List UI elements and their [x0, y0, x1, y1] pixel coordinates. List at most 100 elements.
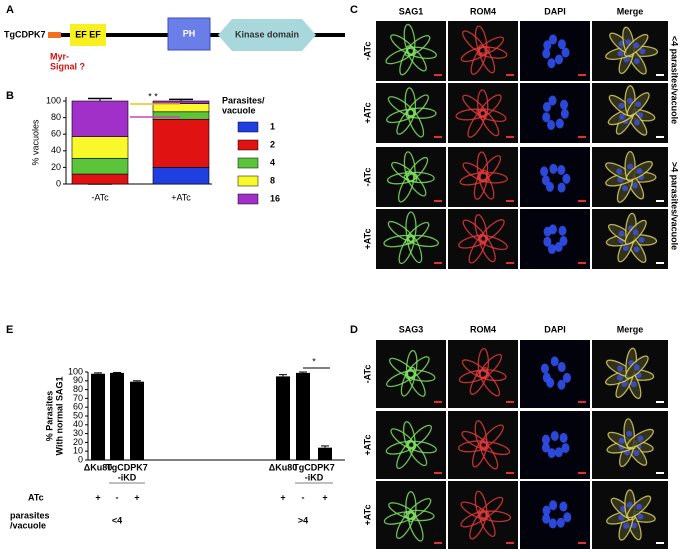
bar	[276, 376, 290, 460]
nucleus	[554, 241, 563, 252]
atc-sign: -	[116, 492, 119, 502]
atc-sign: +	[95, 492, 100, 502]
bar-segment	[152, 111, 210, 120]
error-bar	[279, 374, 287, 377]
error-bar	[94, 372, 102, 374]
y-tick-label: 100	[46, 95, 61, 105]
y-tick-label: 60	[73, 402, 83, 412]
nucleus	[550, 356, 559, 367]
nucleus	[541, 434, 550, 445]
legend-label: 4	[270, 157, 275, 167]
parasite	[478, 496, 504, 520]
nucleus	[618, 230, 625, 237]
nucleus	[543, 236, 552, 247]
column-header: DAPI	[544, 324, 566, 334]
parasite	[478, 44, 496, 74]
y-tick-label: 40	[73, 419, 83, 429]
y-tick-label: 80	[73, 384, 83, 394]
row-label: -ATc	[362, 168, 372, 187]
nucleus	[540, 363, 549, 374]
kinase-domain	[218, 19, 316, 51]
atc-sign: +	[134, 492, 139, 502]
nucleus	[554, 54, 563, 65]
parasite	[396, 107, 416, 135]
parasite	[403, 171, 435, 184]
micrograph	[448, 481, 518, 549]
legend-swatch	[237, 139, 259, 151]
scale-bar	[506, 136, 514, 138]
parasite	[476, 36, 505, 56]
parasite	[383, 511, 415, 525]
nucleus	[562, 372, 571, 383]
nucleus	[543, 40, 552, 51]
nucleus	[541, 175, 550, 186]
scale-bar	[578, 200, 586, 202]
parasite	[475, 369, 507, 382]
panel-label: D	[350, 324, 358, 336]
nucleus	[547, 58, 556, 69]
nucleus	[556, 517, 565, 528]
y-tick-label: 30	[73, 428, 83, 438]
nucleus	[639, 48, 646, 55]
y-tick-label: 0	[78, 454, 83, 464]
nucleus	[630, 381, 637, 388]
parasite	[477, 89, 489, 121]
parasite	[458, 369, 490, 384]
nucleus	[542, 505, 551, 516]
bar-segment	[71, 100, 129, 137]
parasite	[397, 173, 415, 203]
parasite	[462, 162, 490, 183]
nucleus	[547, 119, 556, 130]
row-label: +ATc	[362, 505, 372, 526]
nucleus	[557, 379, 566, 390]
scale-bar	[656, 262, 664, 264]
y-tick-label: 100	[68, 366, 83, 376]
nucleus	[540, 166, 549, 177]
scale-bar	[578, 136, 586, 138]
nucleus	[557, 39, 566, 50]
scale-bar	[506, 542, 514, 544]
parasite	[406, 156, 429, 183]
parasite	[477, 347, 489, 380]
parasite	[408, 234, 439, 248]
micrograph	[520, 147, 590, 207]
bar-segment	[71, 157, 129, 175]
nucleus	[633, 246, 640, 253]
nucleus	[633, 119, 640, 126]
legend-label: 1	[270, 121, 275, 131]
nucleus	[618, 437, 625, 444]
side-label: <4 parasites/vacuole	[670, 36, 680, 124]
parasite	[407, 424, 432, 449]
legend-swatch	[237, 157, 259, 169]
nucleus	[541, 442, 550, 453]
micrograph	[520, 83, 590, 143]
nucleus	[638, 236, 645, 243]
nucleus	[616, 365, 623, 372]
strain-label: -iKD	[305, 472, 324, 482]
micrograph	[520, 411, 590, 479]
strain-label: ΔKu80	[84, 462, 112, 472]
nucleus	[563, 512, 572, 523]
y-tick-label: 40	[51, 145, 61, 155]
ef-label: EF EF	[75, 29, 101, 39]
nucleus	[618, 514, 625, 521]
nucleus	[559, 501, 568, 512]
x-tick-label: -ATc	[91, 192, 109, 202]
scale-bar	[578, 472, 586, 474]
nucleus	[547, 244, 556, 255]
scale-bar	[434, 74, 442, 76]
nucleus	[622, 185, 629, 192]
parasite	[405, 498, 432, 520]
parasite	[400, 366, 416, 397]
micrograph	[448, 411, 518, 479]
nucleus	[560, 108, 569, 119]
myr-site	[48, 32, 61, 38]
parasite	[404, 369, 436, 382]
y-tick-label: 20	[73, 437, 83, 447]
panel-label: B	[6, 90, 14, 102]
nucleus	[618, 102, 625, 109]
nucleus	[631, 182, 638, 189]
parasite	[457, 440, 489, 453]
significance: *	[312, 356, 316, 366]
parasite	[404, 87, 417, 119]
